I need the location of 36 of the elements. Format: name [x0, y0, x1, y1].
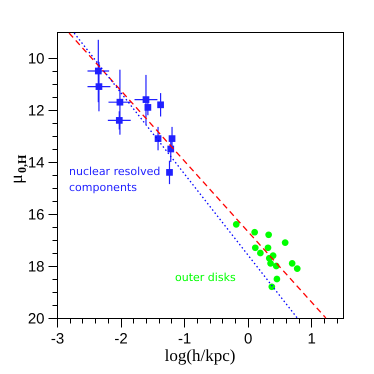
x-tick-label: -1	[178, 330, 192, 348]
point	[252, 244, 259, 252]
point	[166, 169, 173, 176]
point	[264, 244, 272, 252]
point	[157, 101, 164, 108]
point	[144, 104, 152, 111]
point	[288, 260, 296, 267]
x-tick-label: 0	[244, 330, 252, 348]
y-tick-label: 14	[28, 154, 44, 172]
y-tick-label: 20	[28, 310, 44, 328]
point	[96, 83, 102, 90]
point	[274, 276, 280, 282]
point	[251, 228, 258, 236]
y-tick-label: 18	[28, 258, 44, 276]
point	[142, 96, 150, 103]
point	[282, 239, 289, 246]
point	[265, 231, 272, 238]
point	[154, 135, 162, 142]
y-axis-title: μ0,H	[6, 154, 29, 184]
text: outer disks	[175, 271, 236, 284]
point	[294, 265, 301, 272]
x-tick-label: -3	[50, 330, 64, 348]
point	[257, 250, 264, 256]
point	[232, 221, 240, 228]
series-label: nuclear resolved components	[69, 165, 160, 194]
x-axis-title: log(h/kpc)	[164, 346, 236, 365]
y-tick-label: 16	[28, 206, 44, 224]
point	[168, 135, 176, 142]
x-tick-label: 1	[308, 330, 316, 348]
point	[267, 260, 274, 267]
point	[116, 98, 124, 106]
x-tick-label: -2	[114, 330, 128, 348]
y-tick-label: 10	[28, 50, 44, 68]
point	[116, 117, 123, 124]
y-tick-label: 12	[28, 102, 44, 120]
point	[94, 68, 102, 74]
